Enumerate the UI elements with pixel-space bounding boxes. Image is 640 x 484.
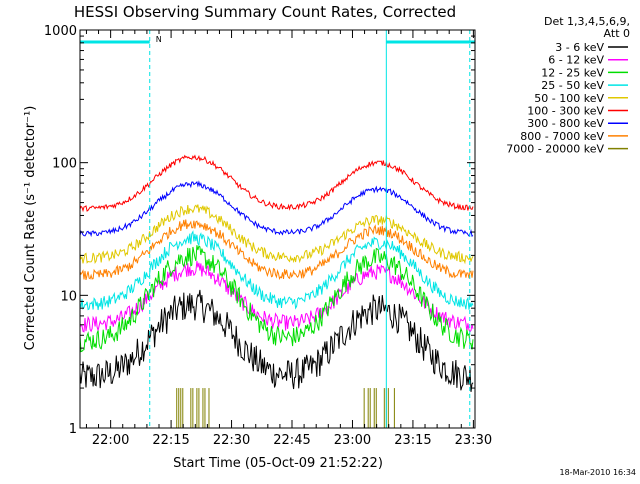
series-line-5 [79, 154, 474, 213]
y-tick-label-1: 10 [60, 289, 77, 304]
legend-label-6: 300 - 800 keV [527, 117, 604, 130]
y-axis-label: Corrected Count Rate (s⁻¹ detector⁻¹) [23, 106, 38, 351]
series-line-2 [79, 245, 474, 353]
series-line-4 [79, 204, 474, 265]
series-line-7 [79, 219, 474, 281]
legend-label-3: 25 - 50 keV [541, 79, 604, 92]
x-tick-label-2: 22:30 [213, 433, 250, 448]
y-tick-label-3: 1000 [44, 24, 77, 39]
y-tick-label-0: 1 [69, 422, 77, 437]
legend-label-2: 12 - 25 keV [541, 66, 604, 79]
x-axis-label: Start Time (05-Oct-09 21:52:22) [173, 456, 383, 471]
legend-header-0: Det 1,3,4,5,6,9, [544, 15, 630, 28]
x-tick-label-5: 23:15 [394, 433, 431, 448]
x-tick-label-4: 23:00 [334, 433, 371, 448]
legend-label-5: 100 - 300 keV [527, 105, 604, 118]
series-line-0 [79, 289, 474, 392]
plot-frame [79, 29, 476, 429]
x-tick-label-0: 22:00 [92, 433, 129, 448]
legend-label-7: 800 - 7000 keV [520, 130, 604, 143]
n-annotation: N [156, 35, 162, 44]
legend-header-1: Att 0 [604, 27, 630, 40]
x-tick-label-3: 22:45 [273, 433, 310, 448]
chart-title: HESSI Observing Summary Count Rates, Cor… [74, 3, 456, 21]
series-line-1 [79, 260, 474, 333]
footer-stamp: 18-Mar-2010 16:34 [560, 468, 637, 477]
legend-label-8: 7000 - 20000 keV [506, 143, 604, 156]
series-line-6 [79, 180, 474, 238]
legend-label-0: 3 - 6 keV [555, 41, 604, 54]
series-line-3 [79, 230, 474, 311]
legend-label-4: 50 - 100 keV [534, 92, 604, 105]
y-tick-label-2: 100 [52, 157, 77, 172]
x-tick-label-1: 22:15 [152, 433, 189, 448]
x-tick-label-6: 23:30 [455, 433, 492, 448]
legend-label-1: 6 - 12 keV [548, 54, 604, 67]
